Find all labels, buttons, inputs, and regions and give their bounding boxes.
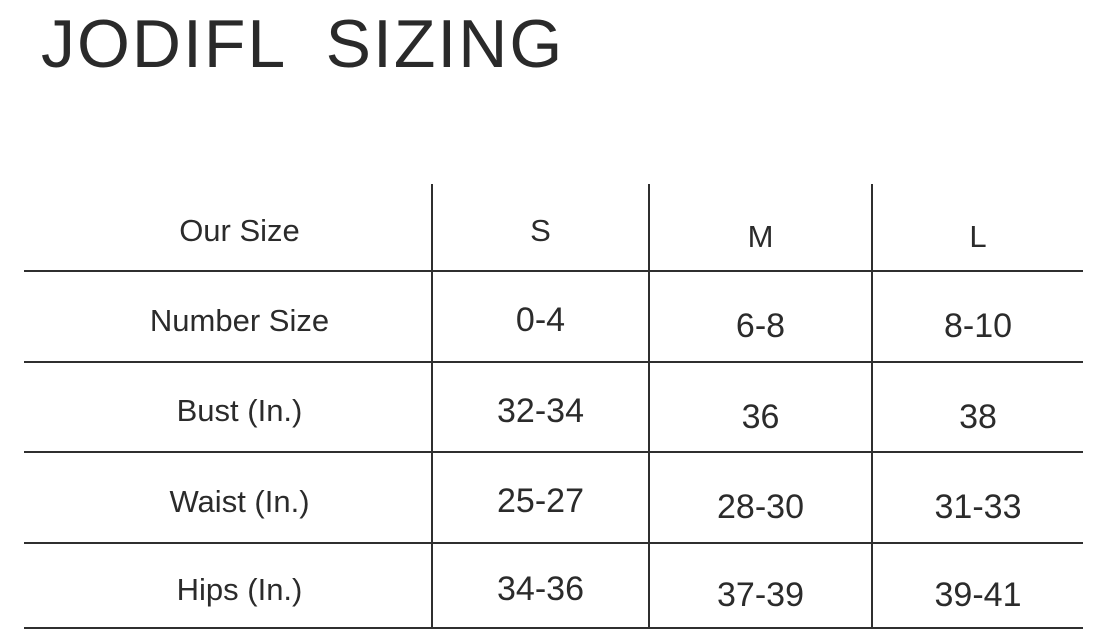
row-label-cell: Bust (In.): [24, 362, 432, 453]
cell-value: 37-39: [717, 576, 804, 614]
cell-value: 6-8: [735, 307, 786, 345]
header-cell-m: M: [648, 184, 872, 272]
value-cell: 38: [871, 362, 1083, 453]
row-label-cell: Number Size: [24, 271, 432, 363]
row-label: Waist (In.): [169, 483, 310, 519]
value-cell: 6-8: [648, 271, 872, 363]
value-cell: 37-39: [648, 543, 872, 629]
table-row-hips: Hips (In.) 34-36 37-39 39-41: [24, 543, 1083, 629]
row-label: Bust (In.): [176, 393, 303, 428]
header-cell-l: L: [871, 184, 1083, 272]
row-label-cell: Hips (In.): [24, 543, 432, 629]
row-label: Hips (In.): [176, 571, 303, 607]
cell-value: 34-36: [497, 570, 584, 608]
value-cell: 39-41: [871, 543, 1083, 629]
cell-value: 38: [959, 397, 997, 436]
table-row-bust: Bust (In.) 32-34 36 38: [24, 362, 1083, 453]
table-row-waist: Waist (In.) 25-27 28-30 31-33: [24, 452, 1083, 544]
header-cell-our-size: Our Size: [24, 184, 432, 272]
value-cell: 32-34: [431, 362, 649, 453]
value-cell: 28-30: [648, 452, 872, 544]
value-cell: 8-10: [871, 271, 1083, 363]
value-cell: 25-27: [431, 452, 649, 544]
page-title: JODIFL SIZING: [41, 6, 565, 82]
cell-value: 31-33: [934, 488, 1022, 526]
row-label: Number Size: [149, 302, 330, 338]
cell-value: 0-4: [515, 301, 566, 339]
value-cell: 0-4: [431, 271, 649, 363]
header-cell-s: S: [431, 184, 649, 272]
header-label: L: [969, 219, 987, 254]
cell-value: 28-30: [717, 488, 804, 526]
header-label: M: [747, 219, 774, 254]
value-cell: 31-33: [871, 452, 1083, 544]
cell-value: 32-34: [497, 391, 584, 430]
value-cell: 36: [648, 362, 872, 453]
header-label: S: [530, 213, 551, 248]
cell-value: 39-41: [934, 576, 1022, 614]
table-row-number-size: Number Size 0-4 6-8 8-10: [24, 271, 1083, 363]
header-row: Our Size S M L: [24, 184, 1083, 272]
value-cell: 34-36: [431, 543, 649, 629]
header-label: Our Size: [179, 213, 300, 248]
cell-value: 36: [741, 397, 780, 436]
cell-value: 8-10: [943, 307, 1013, 345]
sizing-table: Our Size S M L Number Size 0-4: [24, 184, 1083, 629]
cell-value: 25-27: [497, 482, 584, 520]
row-label-cell: Waist (In.): [24, 452, 432, 544]
